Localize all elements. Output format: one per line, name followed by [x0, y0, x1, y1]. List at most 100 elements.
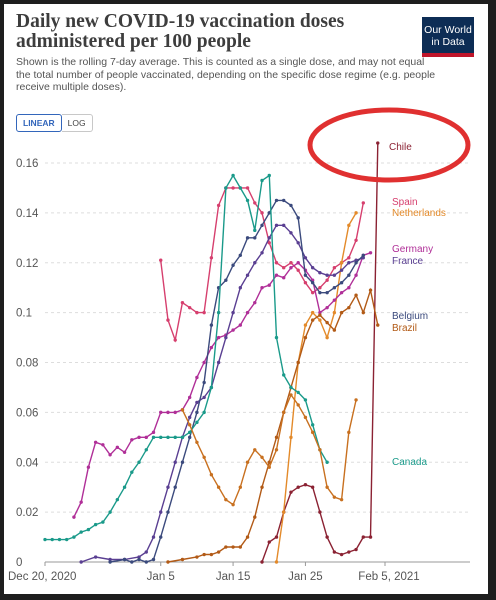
y-tick-label: 0.16: [16, 158, 38, 170]
data-point-spain: [209, 256, 214, 260]
data-point-canada: [50, 537, 54, 542]
data-point-germany: [151, 430, 156, 435]
data-point-canada: [144, 448, 148, 452]
data-point-brazil: [267, 460, 271, 464]
logo-line-1: Our World: [424, 24, 472, 36]
data-point-brazil: [318, 313, 322, 317]
data-point-spain: [159, 258, 163, 262]
data-point-canada: [282, 373, 286, 377]
series-label-chile: Chile: [389, 142, 412, 153]
data-point-brazil: [253, 515, 257, 519]
data-point-germany: [339, 290, 344, 295]
data-point-canada: [86, 527, 91, 532]
data-point-brazil: [310, 318, 315, 322]
data-point-brazil: [376, 323, 380, 327]
data-point-france: [318, 271, 322, 275]
data-point-unlabeled: [274, 448, 279, 452]
data-point-chile: [325, 535, 329, 539]
y-tick-label: 0.02: [16, 507, 38, 519]
data-point-germany: [202, 360, 206, 365]
data-point-france: [195, 400, 199, 405]
data-point-belgium: [303, 273, 308, 277]
data-point-spain: [289, 261, 293, 265]
data-point-netherlands: [339, 261, 344, 265]
data-point-spain: [173, 338, 177, 342]
linear-scale-button[interactable]: LINEAR: [16, 114, 62, 132]
data-point-germany: [216, 335, 221, 340]
data-point-canada: [231, 173, 235, 178]
data-point-canada: [224, 186, 228, 190]
owid-logo[interactable]: Our World in Data: [422, 17, 474, 57]
data-point-france: [274, 223, 279, 228]
data-point-brazil: [274, 435, 279, 440]
data-point-germany: [325, 305, 329, 310]
data-point-chile: [260, 560, 264, 564]
data-point-brazil: [354, 293, 358, 297]
data-point-germany: [209, 345, 214, 350]
data-point-france: [108, 557, 112, 562]
data-point-canada: [166, 435, 170, 440]
data-point-unlabeled: [195, 440, 199, 444]
y-tick-label: 0.04: [16, 457, 39, 469]
chart-title: Daily new COVID-19 vaccination doses adm…: [16, 11, 345, 52]
data-point-canada: [108, 510, 112, 514]
data-point-canada: [43, 537, 47, 542]
data-point-germany: [318, 310, 322, 315]
data-point-canada: [79, 530, 83, 534]
series-label-france: France: [392, 256, 424, 267]
data-point-spain: [216, 203, 221, 208]
data-point-belgium: [173, 485, 177, 489]
y-tick-label: 0.1: [16, 308, 32, 320]
x-tick-label: Dec 20, 2020: [8, 571, 76, 583]
log-scale-button[interactable]: LOG: [61, 114, 93, 132]
data-point-canada: [274, 335, 279, 340]
series-label-germany: Germany: [392, 244, 433, 255]
data-point-canada: [130, 470, 134, 474]
data-point-germany: [195, 375, 199, 380]
data-point-unlabeled: [303, 415, 308, 420]
data-point-belgium: [339, 281, 344, 285]
chart-subtitle: Shown is the rolling 7-day average. This…: [16, 56, 436, 93]
data-point-belgium: [108, 560, 112, 564]
data-point-germany: [159, 410, 163, 415]
data-point-spain: [361, 201, 365, 205]
data-point-canada: [101, 520, 105, 524]
data-point-chile: [376, 141, 380, 145]
data-point-germany: [122, 450, 127, 454]
data-point-chile: [347, 550, 351, 554]
data-point-germany: [274, 273, 279, 277]
data-point-germany: [260, 285, 264, 290]
data-point-belgium: [137, 557, 141, 562]
data-point-unlabeled: [347, 430, 351, 435]
series-label-belgium: Belgium: [392, 311, 428, 322]
data-point-belgium: [209, 323, 214, 327]
data-point-brazil: [347, 305, 351, 310]
data-point-chile: [303, 482, 308, 487]
data-point-canada: [173, 435, 177, 440]
data-point-unlabeled: [245, 460, 250, 464]
data-point-france: [173, 460, 177, 464]
data-point-canada: [310, 423, 315, 427]
data-point-france: [253, 261, 257, 265]
data-point-belgium: [347, 273, 351, 277]
data-point-germany: [173, 410, 177, 415]
data-point-belgium: [354, 261, 358, 265]
data-point-brazil: [238, 545, 243, 549]
data-point-brazil: [260, 485, 264, 489]
data-point-france: [289, 231, 293, 235]
data-point-chile: [318, 510, 322, 514]
data-point-canada: [202, 410, 206, 415]
data-point-brazil: [245, 535, 250, 539]
x-tick-label: Jan 25: [288, 571, 323, 583]
data-point-chile: [267, 540, 271, 544]
data-point-chile: [289, 490, 293, 494]
data-point-germany: [347, 285, 351, 290]
data-point-belgium: [245, 236, 250, 240]
data-point-france: [310, 266, 315, 270]
data-point-chile: [296, 485, 300, 489]
data-point-unlabeled: [260, 455, 264, 459]
data-point-belgium: [122, 557, 127, 562]
data-point-france: [325, 273, 329, 277]
data-point-belgium: [180, 460, 185, 464]
data-point-spain: [267, 241, 271, 245]
